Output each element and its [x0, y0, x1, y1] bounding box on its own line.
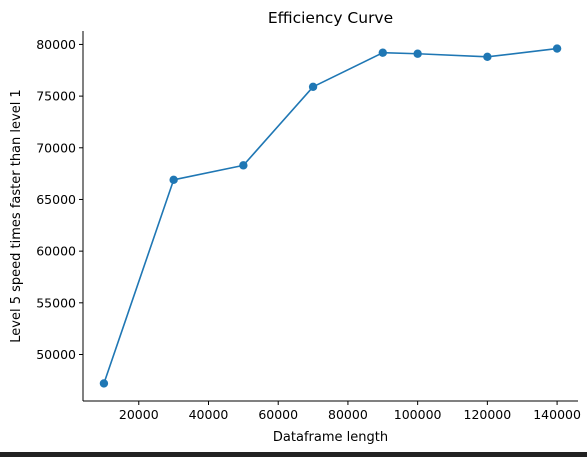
x-tick-label: 100000: [394, 407, 442, 422]
y-tick-label: 50000: [36, 347, 76, 362]
data-point: [99, 379, 109, 388]
chart-title: Efficiency Curve: [268, 9, 393, 27]
series-layer: [99, 44, 562, 388]
series-line: [103, 47, 558, 384]
y-tick-label: 80000: [36, 37, 76, 52]
x-tick-label: 120000: [464, 407, 512, 422]
data-point: [483, 52, 492, 62]
x-tick-label: 60000: [258, 407, 298, 422]
x-axis-label: Dataframe length: [273, 430, 388, 445]
x-tick-label: 140000: [533, 407, 581, 422]
data-point: [308, 82, 318, 92]
y-tick-label: 55000: [36, 295, 76, 310]
y-tick-label: 75000: [36, 89, 76, 104]
data-point: [239, 161, 248, 170]
x-tick-label: 80000: [328, 407, 368, 422]
x-tick-label: 20000: [119, 407, 159, 422]
y-axis-label: Level 5 speed times faster than level 1: [9, 89, 24, 342]
y-tick-label: 70000: [36, 140, 76, 155]
data-point: [169, 175, 178, 185]
y-tick-label: 60000: [36, 244, 76, 259]
x-axis-ticks: 20000 40000 60000 80000 100000 120000 140000: [119, 401, 581, 422]
data-point: [552, 44, 562, 53]
y-axis-ticks: 50000 55000 60000 65000 70000 75000 80000: [36, 37, 83, 362]
bottom-border: [0, 452, 587, 457]
data-point: [378, 48, 387, 57]
data-point: [413, 49, 422, 58]
y-tick-label: 65000: [36, 192, 76, 207]
x-tick-label: 40000: [189, 407, 229, 422]
